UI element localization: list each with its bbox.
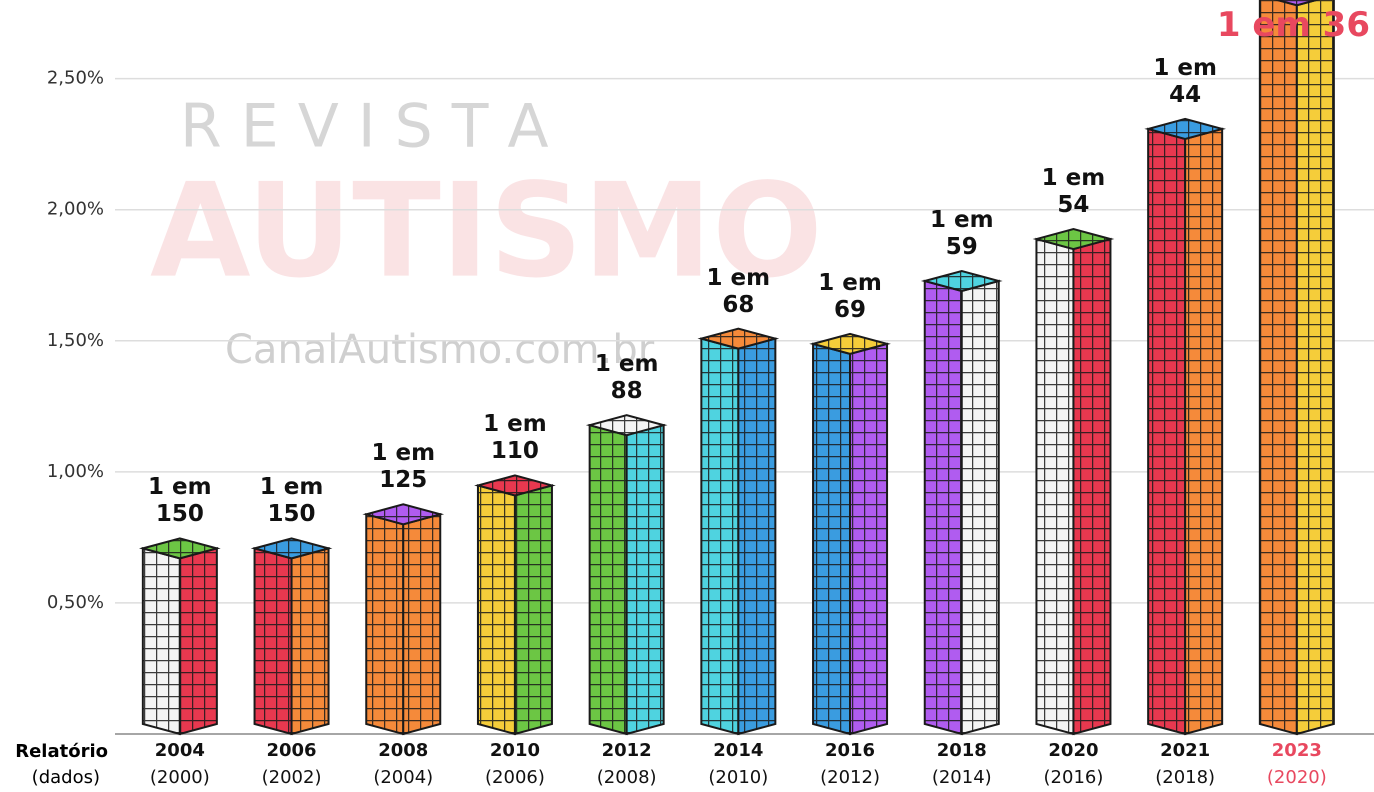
bar-cells bbox=[514, 485, 552, 734]
bar-cells bbox=[813, 343, 851, 734]
x-tick-label: 2006 bbox=[266, 740, 316, 761]
bar-cells bbox=[626, 425, 664, 734]
bar-cells bbox=[1148, 118, 1223, 139]
x-tick-sublabel: (2020) bbox=[1267, 767, 1327, 788]
bar-cells bbox=[1073, 239, 1111, 735]
bar-cells bbox=[403, 514, 441, 734]
value-label: 1 em 36 bbox=[1216, 5, 1370, 45]
bar-cells bbox=[589, 425, 627, 734]
x-tick-sublabel: (2018) bbox=[1155, 767, 1215, 788]
value-label: 1 em 150 bbox=[259, 474, 324, 528]
bar-cells bbox=[1036, 229, 1111, 250]
x-tick-sublabel: (2012) bbox=[820, 767, 880, 788]
bar-cells bbox=[738, 338, 776, 734]
x-tick-sublabel: (2014) bbox=[932, 767, 992, 788]
watermark-top: R E V I S T A bbox=[180, 92, 549, 162]
x-tick-label: 2012 bbox=[602, 740, 652, 761]
bar-cells bbox=[254, 548, 292, 734]
bar-cells bbox=[179, 548, 217, 734]
watermark-site: CanalAutismo.com.br bbox=[225, 327, 655, 373]
bar-cells bbox=[813, 333, 888, 354]
bar-cells bbox=[291, 548, 329, 734]
bar-cells bbox=[924, 280, 962, 734]
bar-cells bbox=[850, 343, 888, 734]
x-tick-sublabel: (2000) bbox=[150, 767, 210, 788]
watermark-main: AUTISMO bbox=[150, 155, 823, 307]
x-tick-sublabel: (2008) bbox=[597, 767, 657, 788]
bar bbox=[250, 537, 333, 736]
y-tick-label: 2,50% bbox=[47, 68, 104, 89]
value-label: 1 em 88 bbox=[594, 351, 659, 405]
x-tick-label: 2014 bbox=[713, 740, 763, 761]
bar bbox=[697, 327, 780, 736]
bar-cells bbox=[1296, 0, 1334, 734]
row-label: (dados) bbox=[32, 767, 100, 788]
bar bbox=[585, 414, 668, 736]
value-label: 1 em 44 bbox=[1153, 54, 1217, 108]
y-tick-label: 1,00% bbox=[47, 461, 104, 482]
bar-cells bbox=[1185, 128, 1223, 734]
bar bbox=[1144, 117, 1226, 736]
x-tick-label: 2004 bbox=[155, 740, 205, 761]
bar bbox=[920, 269, 1003, 736]
x-tick-label: 2008 bbox=[378, 740, 428, 761]
x-tick-sublabel: (2002) bbox=[262, 767, 322, 788]
x-tick-sublabel: (2016) bbox=[1044, 767, 1104, 788]
x-tick-label: 2010 bbox=[490, 740, 540, 761]
row-label: Relatório bbox=[15, 741, 108, 762]
bar-cells bbox=[1148, 128, 1186, 734]
x-tick-label: 2020 bbox=[1048, 740, 1098, 761]
bar bbox=[139, 537, 221, 736]
y-tick-label: 1,50% bbox=[47, 330, 104, 351]
value-label: 1 em 68 bbox=[706, 264, 771, 318]
bar bbox=[1258, 0, 1335, 736]
bar-cells bbox=[1277, 0, 1317, 6]
x-tick-sublabel: (2004) bbox=[373, 767, 433, 788]
bar bbox=[809, 332, 891, 736]
x-tick-label: 2023 bbox=[1272, 740, 1322, 761]
bar-cells bbox=[142, 548, 180, 734]
bar-cells bbox=[961, 280, 999, 734]
y-tick-label: 2,00% bbox=[47, 199, 104, 220]
value-label: 1 em 59 bbox=[929, 206, 994, 260]
value-label: 1 em 54 bbox=[1041, 165, 1106, 219]
bar-cells bbox=[366, 504, 441, 525]
bar-cells bbox=[142, 538, 217, 559]
bar bbox=[1032, 227, 1115, 736]
bar-cells bbox=[701, 328, 776, 349]
value-label: 1 em 125 bbox=[371, 440, 436, 494]
value-label: 1 em 69 bbox=[818, 269, 882, 323]
x-tick-label: 2016 bbox=[825, 740, 875, 761]
bar-cells bbox=[366, 514, 404, 734]
bar-cells bbox=[254, 538, 329, 559]
x-tick-label: 2021 bbox=[1160, 740, 1210, 761]
x-tick-label: 2018 bbox=[937, 740, 987, 761]
bar bbox=[474, 474, 556, 736]
x-tick-sublabel: (2006) bbox=[485, 767, 545, 788]
y-tick-label: 0,50% bbox=[47, 592, 104, 613]
bar-cells bbox=[701, 338, 739, 734]
x-tick-sublabel: (2010) bbox=[708, 767, 768, 788]
value-label: 1 em 110 bbox=[483, 411, 547, 465]
bar-cells bbox=[1259, 0, 1297, 734]
bar-cells bbox=[1036, 239, 1074, 735]
bar-cells bbox=[477, 475, 552, 496]
bar-cells bbox=[924, 270, 999, 291]
bar-cells bbox=[477, 485, 515, 734]
bar-cells bbox=[589, 415, 664, 436]
value-label: 1 em 150 bbox=[148, 474, 212, 528]
bar bbox=[362, 503, 445, 736]
